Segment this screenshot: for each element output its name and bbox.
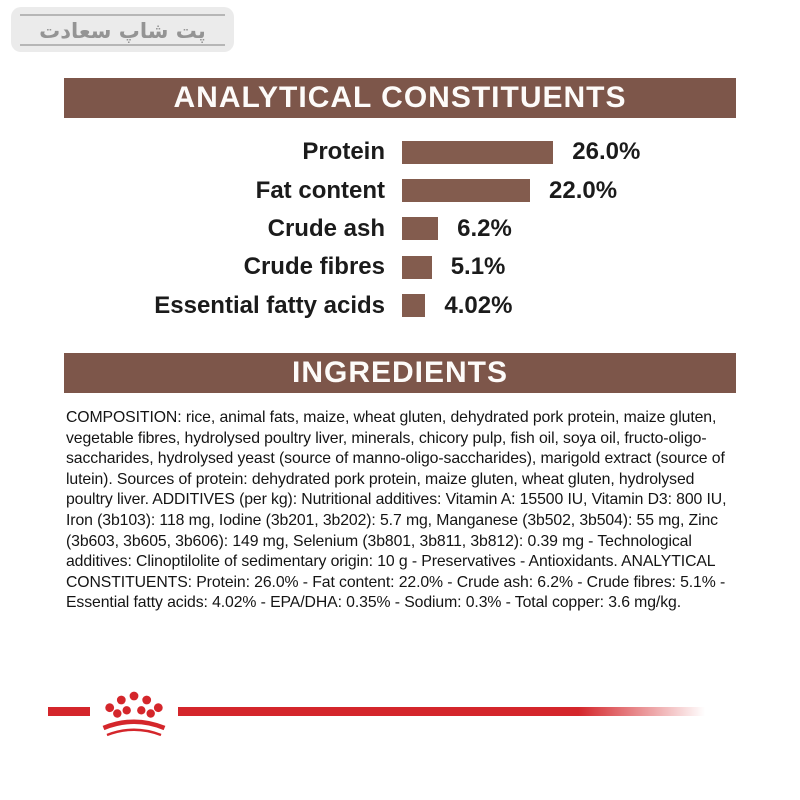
chart-category-label: Crude ash [267,214,385,242]
watermark-badge: پت شاپ سعادت [11,7,234,52]
chart-value-label: 5.1% [450,253,506,281]
chart-value-label: 26.0% [572,138,641,166]
chart-row: Protein 26.0% [64,133,736,171]
watermark-text: پت شاپ سعادت [39,18,206,43]
bar-crude-ash [402,217,439,241]
chart-category-label: Fat content [255,176,385,204]
chart-row: Crude fibres 5.1% [64,248,736,286]
chart-category-label: Protein [302,138,385,166]
bar-crude-fibres [402,255,432,279]
bar-fat-content [402,179,530,203]
chart-value-label: 4.02% [444,291,513,319]
chart-category-label: Essential fatty acids [154,291,385,319]
chart-row: Crude ash 6.2% [64,210,736,248]
bar-essential-fatty-acids [402,294,426,318]
ingredients-header: INGREDIENTS [64,353,736,393]
watermark-frame: پت شاپ سعادت [20,14,225,46]
bar-protein [402,140,554,164]
analytical-constituents-header: ANALYTICAL CONSTITUENTS [64,78,736,118]
chart-value-label: 6.2% [457,214,512,242]
analytical-bar-chart: Protein 26.0% Fat content 22.0% Crude as… [64,133,736,325]
chart-row: Fat content 22.0% [64,171,736,209]
chart-category-label: Crude fibres [243,253,385,281]
brand-divider-line-left [48,707,90,716]
analytical-constituents-title: ANALYTICAL CONSTITUENTS [173,81,627,114]
ingredients-title: INGREDIENTS [291,356,509,389]
chart-row: Essential fatty acids 4.02% [64,287,736,325]
chart-value-label: 22.0% [549,176,618,204]
brand-divider-line-right [178,707,705,716]
royal-canin-crown-icon [102,691,166,737]
ingredients-composition-text: COMPOSITION: rice, animal fats, maize, w… [66,409,727,612]
